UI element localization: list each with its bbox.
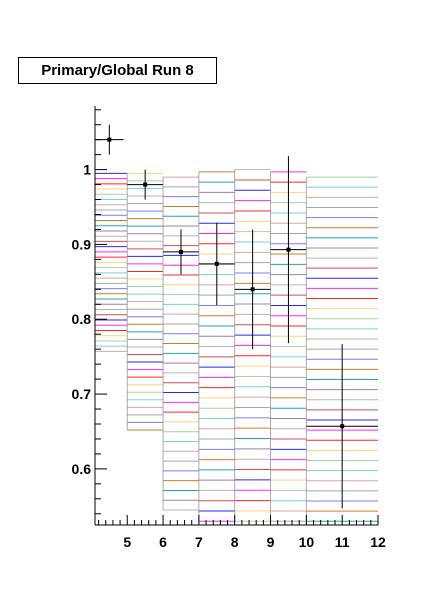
data-point: [214, 261, 219, 266]
data-point: [178, 249, 183, 254]
y-tick-label: 1: [83, 162, 91, 178]
data-point: [340, 424, 345, 429]
y-tick-label: 0.6: [72, 461, 92, 477]
x-tick-label: 11: [335, 534, 350, 550]
x-tick-label: 6: [159, 534, 167, 550]
x-tick-label: 12: [370, 534, 386, 550]
y-tick-label: 0.8: [72, 311, 92, 327]
x-tick-label: 7: [195, 534, 203, 550]
chart-title: Primary/Global Run 8: [18, 57, 217, 84]
data-point: [250, 287, 255, 292]
y-tick-label: 0.7: [72, 386, 92, 402]
data-point: [286, 247, 291, 252]
x-tick-label: 9: [267, 534, 275, 550]
y-tick-label: 0.9: [72, 236, 92, 252]
data-point: [143, 182, 148, 187]
data-point: [107, 137, 112, 142]
x-tick-label: 8: [231, 534, 239, 550]
x-tick-label: 5: [123, 534, 131, 550]
x-tick-label: 10: [299, 534, 315, 550]
